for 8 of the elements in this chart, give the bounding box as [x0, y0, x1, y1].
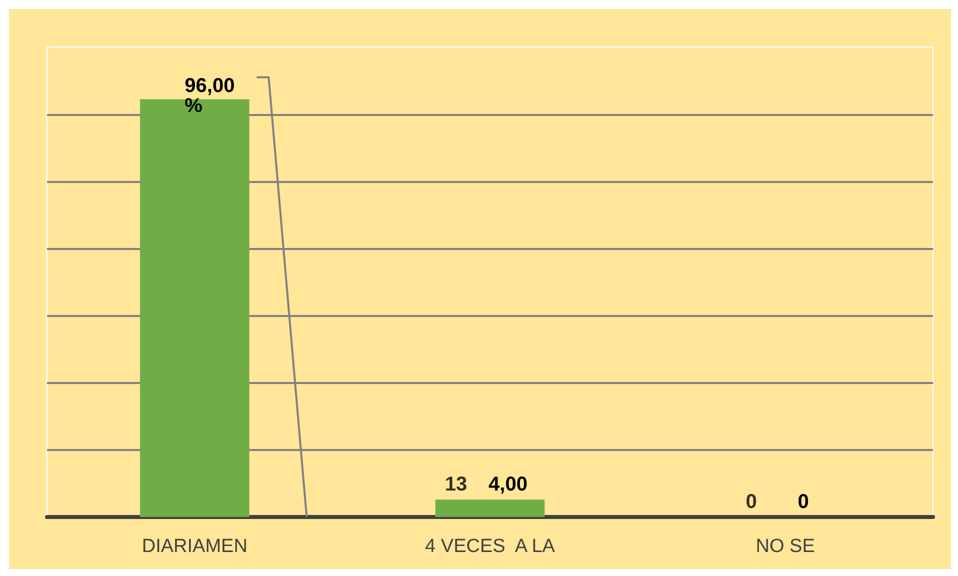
- x-tick-label: DIARIAMEN: [142, 536, 248, 557]
- x-tick-label: 4 VECES A LA: [425, 536, 556, 557]
- data-label: 4,00: [488, 474, 528, 496]
- data-label: 0: [798, 491, 809, 513]
- annotation: 0: [746, 491, 757, 513]
- annotation: 13: [444, 474, 468, 496]
- x-tick-label: NO SE: [756, 536, 815, 557]
- data-label: 96,00 %: [184, 75, 235, 118]
